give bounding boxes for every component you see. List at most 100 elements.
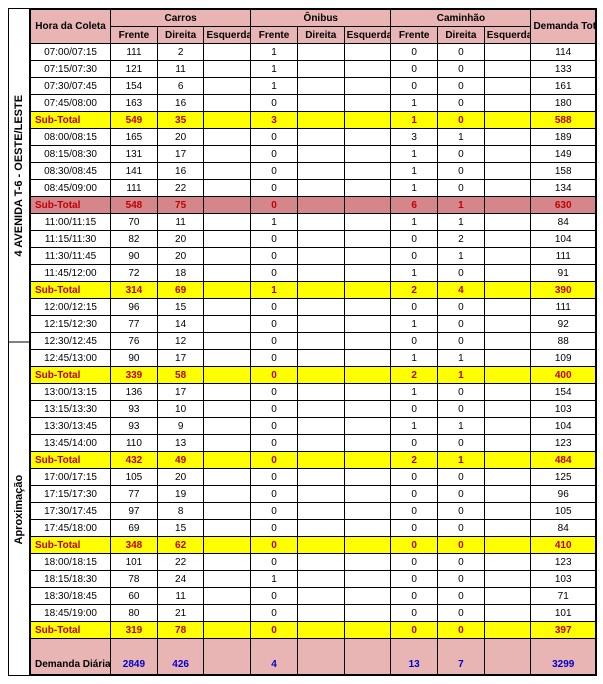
cell — [484, 61, 531, 78]
cell: 1 — [251, 571, 298, 588]
cell: 0 — [391, 605, 438, 622]
cell — [297, 231, 344, 248]
cell — [344, 486, 391, 503]
cell-hora: 12:45/13:00 — [31, 350, 111, 367]
cell — [297, 265, 344, 282]
cell — [204, 452, 251, 469]
cell: 0 — [438, 299, 485, 316]
subcol: Esquerda — [204, 27, 251, 44]
cell — [297, 95, 344, 112]
cell: 0 — [251, 350, 298, 367]
cell: 82 — [111, 231, 158, 248]
cell: 0 — [251, 418, 298, 435]
subcol: Esquerda — [484, 27, 531, 44]
cell — [204, 537, 251, 554]
cell-hora: 08:45/09:00 — [31, 180, 111, 197]
cell — [344, 571, 391, 588]
cell — [484, 316, 531, 333]
cell — [344, 554, 391, 571]
cell — [204, 61, 251, 78]
cell: 78 — [111, 571, 158, 588]
subcol: Frente — [111, 27, 158, 44]
cell — [344, 248, 391, 265]
cell-hora: Sub-Total — [31, 537, 111, 554]
cell: 314 — [111, 282, 158, 299]
cell: 0 — [251, 129, 298, 146]
table-head: Hora da Coleta Carros Ônibus Caminhão De… — [31, 10, 596, 44]
cell — [484, 520, 531, 537]
cell: 0 — [251, 333, 298, 350]
cell: 0 — [391, 333, 438, 350]
cell: 77 — [111, 486, 158, 503]
cell: 17 — [157, 384, 204, 401]
subtotal-row: Sub-Total33958021400 — [31, 367, 596, 384]
cell: 1 — [391, 265, 438, 282]
cell-hora: 12:15/12:30 — [31, 316, 111, 333]
cell — [204, 384, 251, 401]
cell: 0 — [251, 316, 298, 333]
cell: 548 — [111, 197, 158, 214]
cell: 109 — [531, 350, 596, 367]
cell: 0 — [391, 469, 438, 486]
cell: 0 — [251, 248, 298, 265]
cell — [484, 129, 531, 146]
cell — [297, 180, 344, 197]
cell — [344, 503, 391, 520]
cell: 0 — [438, 61, 485, 78]
cell: 0 — [438, 333, 485, 350]
cell: 1 — [391, 95, 438, 112]
cell: 16 — [157, 163, 204, 180]
data-row: 18:30/18:45601100071 — [31, 588, 596, 605]
cell-hora: 13:15/13:30 — [31, 401, 111, 418]
cell: 0 — [438, 146, 485, 163]
cell: 105 — [111, 469, 158, 486]
cell: 20 — [157, 248, 204, 265]
cell: 76 — [111, 333, 158, 350]
cell-hora: Sub-Total — [31, 197, 111, 214]
cell: 180 — [531, 95, 596, 112]
cell — [204, 588, 251, 605]
subcol: Frente — [391, 27, 438, 44]
cell: 0 — [391, 622, 438, 639]
cell — [204, 605, 251, 622]
data-row: 12:30/12:45761200088 — [31, 333, 596, 350]
cell: 97 — [111, 503, 158, 520]
cell: 88 — [531, 333, 596, 350]
cell: 0 — [438, 554, 485, 571]
cell: 0 — [251, 197, 298, 214]
cell: 0 — [251, 537, 298, 554]
cell: 111 — [111, 44, 158, 61]
cell-hora: 11:00/11:15 — [31, 214, 111, 231]
cell — [484, 452, 531, 469]
cell — [204, 248, 251, 265]
cell: 400 — [531, 367, 596, 384]
cell — [297, 299, 344, 316]
cell: 105 — [531, 503, 596, 520]
cell: 90 — [111, 248, 158, 265]
cell — [344, 401, 391, 418]
cell-hora: 17:30/17:45 — [31, 503, 111, 520]
data-row: 07:15/07:3012111100133 — [31, 61, 596, 78]
totals-cell — [484, 639, 531, 675]
cell — [344, 367, 391, 384]
cell — [484, 571, 531, 588]
cell — [204, 78, 251, 95]
cell: 14 — [157, 316, 204, 333]
cell: 123 — [531, 554, 596, 571]
cell — [204, 95, 251, 112]
cell — [344, 231, 391, 248]
cell — [204, 231, 251, 248]
cell-hora: 12:00/12:15 — [31, 299, 111, 316]
cell: 15 — [157, 299, 204, 316]
data-row: 17:00/17:1510520000125 — [31, 469, 596, 486]
cell — [204, 197, 251, 214]
cell-hora: 08:00/08:15 — [31, 129, 111, 146]
data-row: 07:00/07:151112100114 — [31, 44, 596, 61]
cell: 16 — [157, 95, 204, 112]
cell — [484, 588, 531, 605]
table-body: 07:00/07:15111210011407:15/07:3012111100… — [31, 44, 596, 675]
cell: 1 — [438, 452, 485, 469]
subtotal-row: Sub-Total34862000410 — [31, 537, 596, 554]
cell — [344, 588, 391, 605]
cell — [204, 316, 251, 333]
